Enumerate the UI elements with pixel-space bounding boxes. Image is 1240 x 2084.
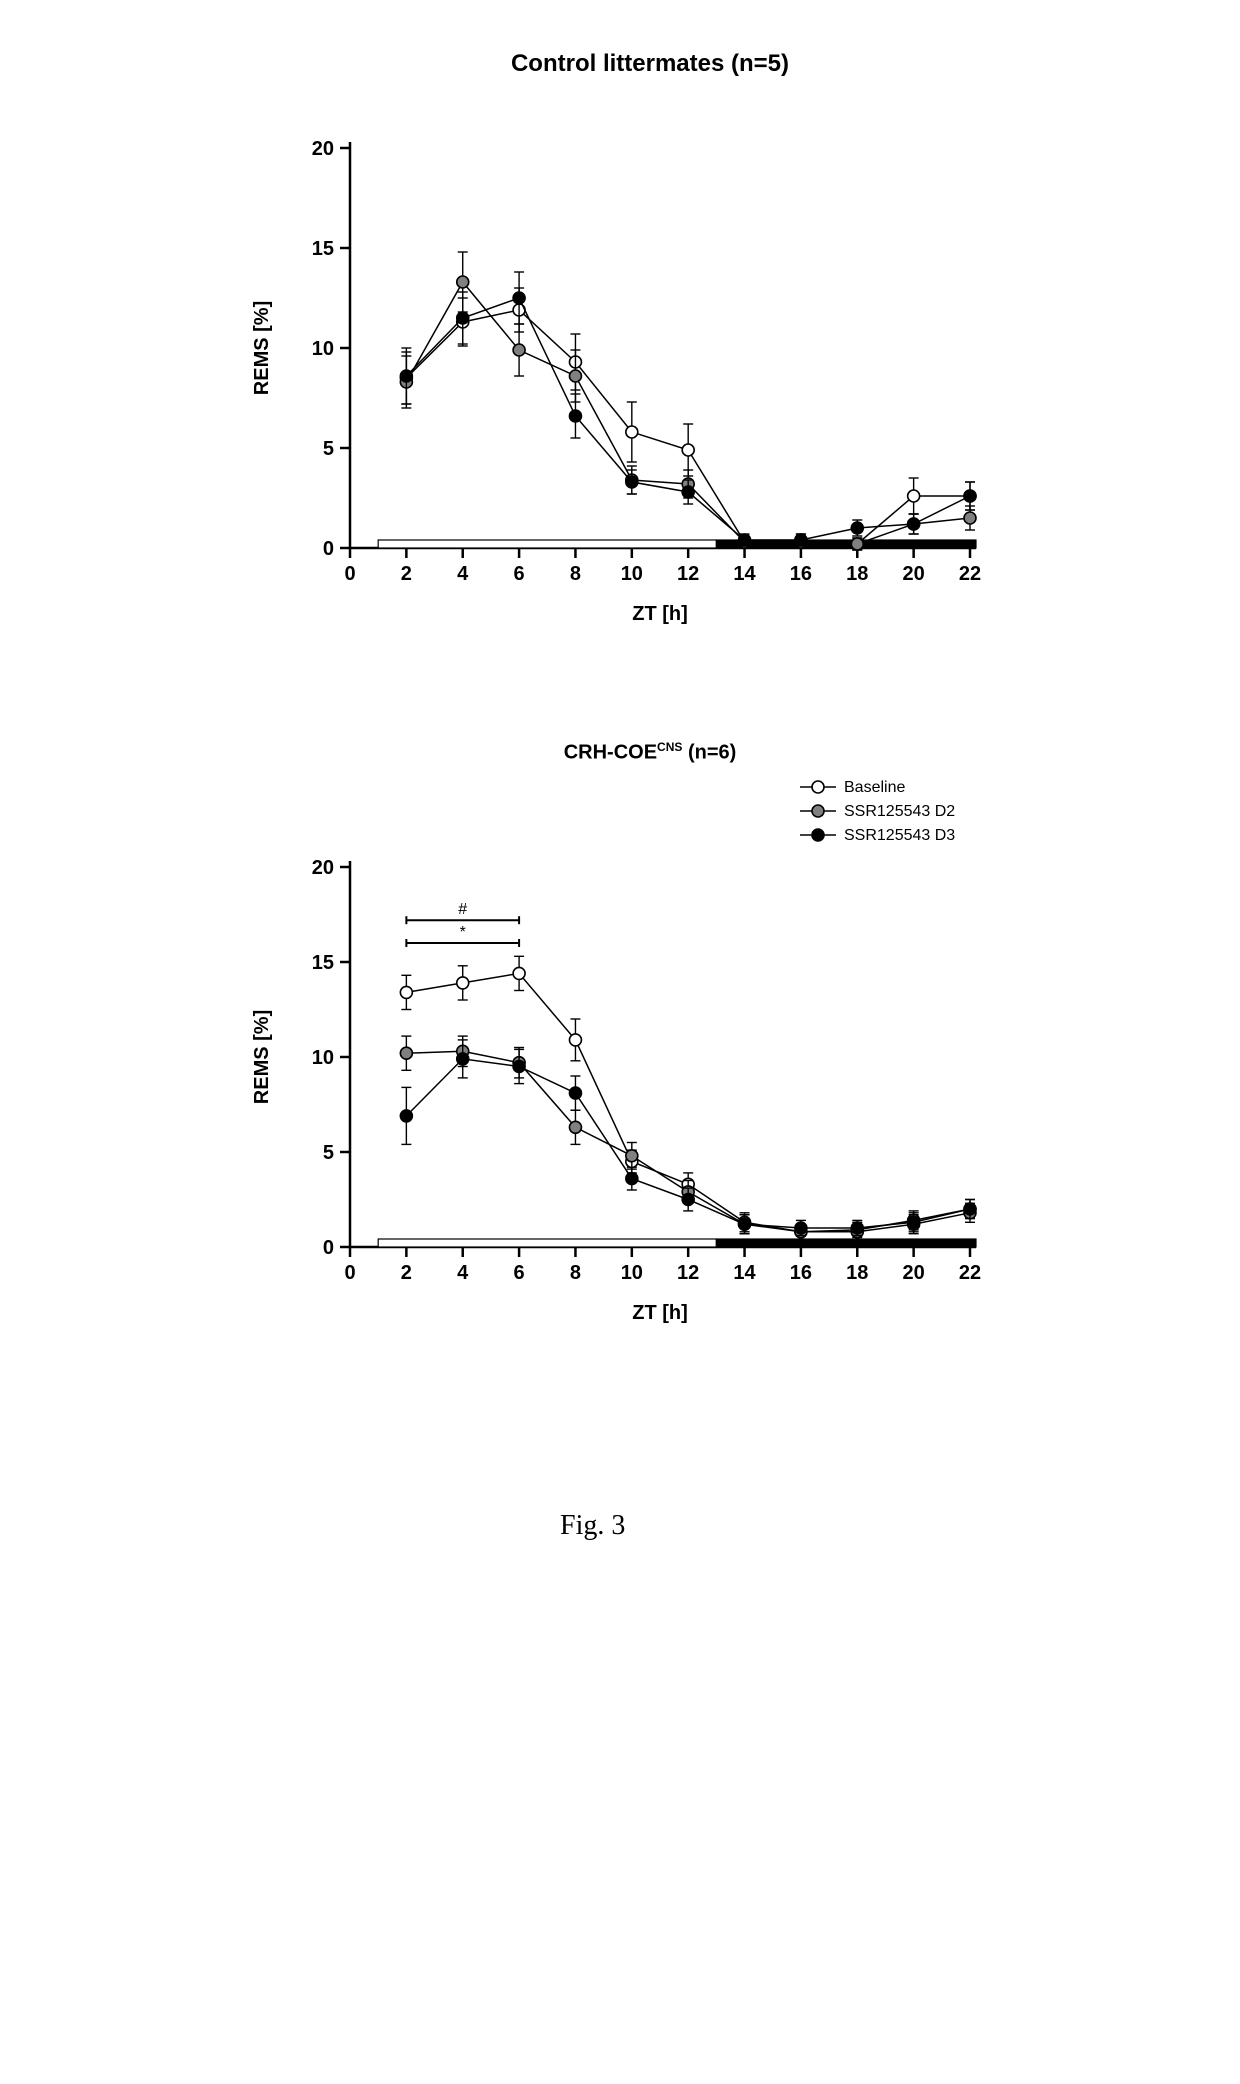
svg-text:10: 10 xyxy=(312,338,334,360)
svg-text:0: 0 xyxy=(323,1237,334,1259)
chart-top: Control littermates (n=5) 0 5 10 15 20 0 2 4 6 8 1… xyxy=(240,50,1000,643)
svg-text:20: 20 xyxy=(903,1262,925,1284)
svg-text:ZT [h]: ZT [h] xyxy=(632,1302,688,1324)
svg-text:4: 4 xyxy=(457,563,469,585)
svg-text:SSR125543 D2: SSR125543 D2 xyxy=(844,803,955,820)
chart-bottom-title: CRH-COECNS (n=6) xyxy=(240,740,1000,765)
svg-text:0: 0 xyxy=(344,1262,355,1284)
svg-text:12: 12 xyxy=(677,1262,699,1284)
svg-text:2: 2 xyxy=(401,563,412,585)
svg-text:6: 6 xyxy=(514,563,525,585)
svg-text:4: 4 xyxy=(457,1262,469,1284)
svg-text:20: 20 xyxy=(312,138,334,160)
figure-label: Fig. 3 xyxy=(560,1510,625,1542)
chart-bottom-title-suffix: (n=6) xyxy=(682,742,736,764)
chart-bottom: CRH-COECNS (n=6) 0 5 10 15 20 0 2 4 6 8 10 12 14 16 18… xyxy=(240,740,1000,1342)
svg-text:18: 18 xyxy=(846,1262,868,1284)
svg-text:*: * xyxy=(460,924,466,941)
svg-text:5: 5 xyxy=(323,1142,334,1164)
svg-text:15: 15 xyxy=(312,952,334,974)
svg-text:8: 8 xyxy=(570,1262,581,1284)
svg-text:12: 12 xyxy=(677,563,699,585)
chart-top-title: Control littermates (n=5) xyxy=(240,50,1000,78)
svg-text:SSR125543 D3: SSR125543 D3 xyxy=(844,827,955,844)
chart-bottom-svg: 0 5 10 15 20 0 2 4 6 8 10 12 14 16 18 20 22 ZT [h] REMS [%… xyxy=(240,777,1000,1337)
svg-text:5: 5 xyxy=(323,438,334,460)
svg-text:14: 14 xyxy=(733,563,756,585)
svg-text:ZT [h]: ZT [h] xyxy=(632,603,688,625)
svg-text:20: 20 xyxy=(312,857,334,879)
svg-text:22: 22 xyxy=(959,563,981,585)
svg-text:#: # xyxy=(458,901,467,918)
chart-bottom-title-super: CNS xyxy=(657,740,682,754)
svg-text:18: 18 xyxy=(846,563,868,585)
chart-top-svg: 0 5 10 15 20 0 2 4 6 8 10 12 14 16 18 20 22 ZT [h] REMS [%… xyxy=(240,118,1000,638)
svg-text:0: 0 xyxy=(323,538,334,560)
chart-bottom-title-main: CRH-COE xyxy=(564,742,657,764)
svg-text:6: 6 xyxy=(514,1262,525,1284)
svg-text:Baseline: Baseline xyxy=(844,779,905,796)
svg-text:8: 8 xyxy=(570,563,581,585)
svg-text:2: 2 xyxy=(401,1262,412,1284)
svg-text:16: 16 xyxy=(790,563,812,585)
svg-text:14: 14 xyxy=(733,1262,756,1284)
svg-text:20: 20 xyxy=(903,563,925,585)
svg-text:15: 15 xyxy=(312,238,334,260)
svg-text:16: 16 xyxy=(790,1262,812,1284)
svg-text:REMS [%]: REMS [%] xyxy=(251,1009,273,1103)
svg-text:0: 0 xyxy=(344,563,355,585)
svg-text:10: 10 xyxy=(621,1262,643,1284)
svg-text:22: 22 xyxy=(959,1262,981,1284)
svg-text:10: 10 xyxy=(312,1047,334,1069)
svg-text:10: 10 xyxy=(621,563,643,585)
svg-text:REMS [%]: REMS [%] xyxy=(251,301,273,395)
